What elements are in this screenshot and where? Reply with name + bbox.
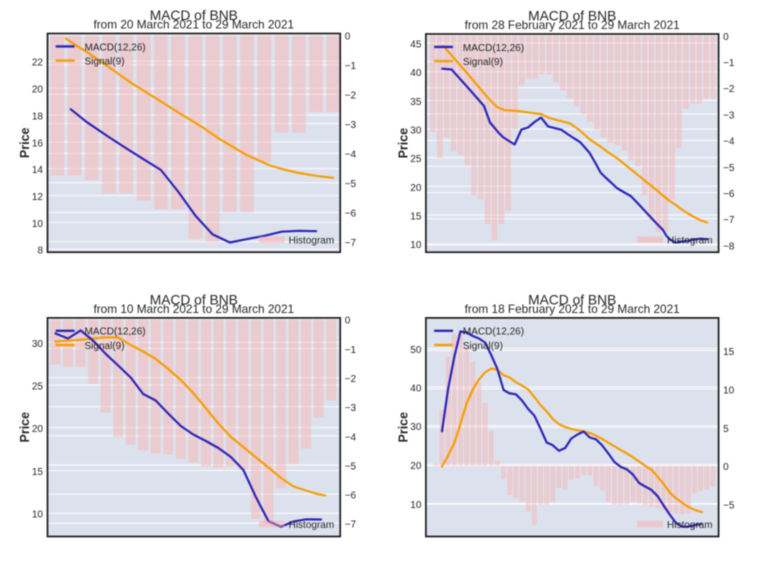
svg-text:MACD(12,26): MACD(12,26) xyxy=(463,327,524,338)
svg-text:−6: −6 xyxy=(723,189,735,200)
svg-text:45: 45 xyxy=(410,40,422,51)
svg-text:−8: −8 xyxy=(723,241,735,252)
svg-text:−6: −6 xyxy=(345,491,357,502)
svg-text:25: 25 xyxy=(410,154,422,165)
svg-text:Price: Price xyxy=(396,412,410,443)
svg-text:Histogram: Histogram xyxy=(667,520,713,531)
svg-text:14: 14 xyxy=(32,165,44,176)
svg-text:−5: −5 xyxy=(723,163,735,174)
svg-text:−7: −7 xyxy=(345,520,357,531)
svg-text:−5: −5 xyxy=(345,461,357,472)
svg-text:−5: −5 xyxy=(345,179,357,190)
svg-text:20: 20 xyxy=(32,424,44,435)
svg-text:30: 30 xyxy=(410,422,422,433)
svg-text:−2: −2 xyxy=(723,84,735,95)
svg-text:from 20 March 2021 to 29 March: from 20 March 2021 to 29 March 2021 xyxy=(93,18,294,32)
svg-text:10: 10 xyxy=(32,219,44,230)
svg-text:10: 10 xyxy=(32,510,44,521)
svg-text:MACD(12,26): MACD(12,26) xyxy=(85,42,146,53)
svg-text:0: 0 xyxy=(345,316,351,327)
svg-text:−6: −6 xyxy=(345,209,357,220)
svg-text:Signal(9): Signal(9) xyxy=(85,341,125,352)
svg-text:−4: −4 xyxy=(723,137,735,148)
svg-text:−5: −5 xyxy=(723,501,735,512)
svg-text:−4: −4 xyxy=(345,150,357,161)
svg-text:MACD of BNB: MACD of BNB xyxy=(150,8,238,23)
svg-text:0: 0 xyxy=(723,462,729,473)
svg-text:Histogram: Histogram xyxy=(289,520,335,531)
svg-text:10: 10 xyxy=(410,240,422,251)
svg-text:25: 25 xyxy=(32,382,44,393)
svg-text:Price: Price xyxy=(18,412,32,443)
svg-text:Signal(9): Signal(9) xyxy=(463,341,503,352)
svg-text:30: 30 xyxy=(32,339,44,350)
svg-text:−7: −7 xyxy=(723,215,735,226)
svg-text:−2: −2 xyxy=(345,91,357,102)
svg-text:50: 50 xyxy=(410,345,422,356)
svg-text:35: 35 xyxy=(410,97,422,108)
svg-text:0: 0 xyxy=(723,32,729,43)
svg-text:0: 0 xyxy=(345,32,351,43)
svg-text:15: 15 xyxy=(410,211,422,222)
svg-text:MACD of BNB: MACD of BNB xyxy=(528,292,616,307)
svg-text:30: 30 xyxy=(410,126,422,137)
svg-text:20: 20 xyxy=(410,183,422,194)
svg-text:16: 16 xyxy=(32,138,44,149)
svg-text:20: 20 xyxy=(32,85,44,96)
svg-text:−7: −7 xyxy=(345,238,357,249)
svg-text:8: 8 xyxy=(37,246,43,257)
svg-text:Signal(9): Signal(9) xyxy=(85,57,125,68)
svg-text:Histogram: Histogram xyxy=(289,236,335,247)
svg-text:Price: Price xyxy=(18,127,32,158)
svg-text:22: 22 xyxy=(32,58,44,69)
svg-text:Price: Price xyxy=(396,128,410,159)
svg-text:−3: −3 xyxy=(723,110,735,121)
svg-text:MACD(12,26): MACD(12,26) xyxy=(85,327,146,338)
svg-text:20: 20 xyxy=(410,461,422,472)
svg-text:MACD of BNB: MACD of BNB xyxy=(150,292,238,307)
svg-text:Signal(9): Signal(9) xyxy=(463,57,503,68)
svg-text:15: 15 xyxy=(32,467,44,478)
svg-text:from 28 February 2021 to 29 Ma: from 28 February 2021 to 29 March 2021 xyxy=(465,18,680,32)
svg-text:−4: −4 xyxy=(345,432,357,443)
svg-text:5: 5 xyxy=(723,424,729,435)
svg-text:10: 10 xyxy=(723,385,735,396)
svg-text:−3: −3 xyxy=(345,120,357,131)
svg-text:from 18 February 2021 to 29 Ma: from 18 February 2021 to 29 March 2021 xyxy=(465,302,680,316)
svg-text:−2: −2 xyxy=(345,374,357,385)
svg-text:40: 40 xyxy=(410,68,422,79)
svg-text:−1: −1 xyxy=(345,61,357,72)
svg-text:from 10 March 2021 to 29 March: from 10 March 2021 to 29 March 2021 xyxy=(93,302,294,316)
svg-text:10: 10 xyxy=(410,500,422,511)
svg-text:40: 40 xyxy=(410,383,422,394)
svg-text:−1: −1 xyxy=(723,58,735,69)
svg-text:−1: −1 xyxy=(345,345,357,356)
svg-text:MACD(12,26): MACD(12,26) xyxy=(463,43,524,54)
svg-text:18: 18 xyxy=(32,111,44,122)
svg-text:Histogram: Histogram xyxy=(667,236,713,247)
svg-text:MACD of BNB: MACD of BNB xyxy=(528,8,616,23)
svg-text:−3: −3 xyxy=(345,403,357,414)
svg-text:15: 15 xyxy=(723,347,735,358)
svg-text:12: 12 xyxy=(32,192,44,203)
